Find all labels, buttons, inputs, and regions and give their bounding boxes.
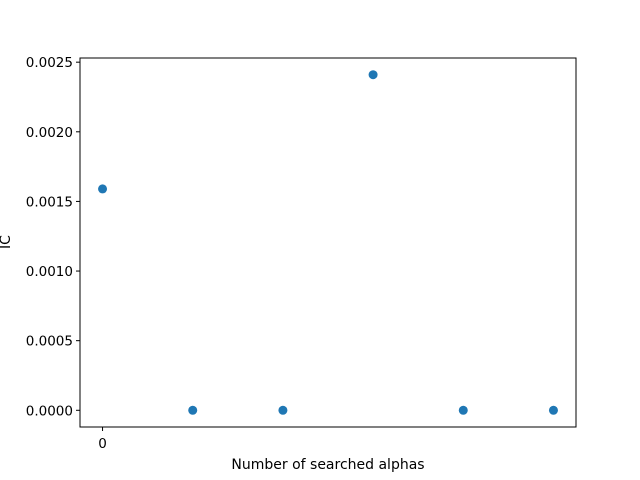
y-tick-label: 0.0010 [26,264,73,280]
y-axis-ticks: 0.0000 0.0005 0.0010 0.0015 0.0020 0.0025 [26,55,80,419]
data-points [98,70,558,415]
data-point [188,405,198,415]
y-tick-label: 0.0000 [26,403,73,419]
y-tick-label: 0.0005 [26,334,73,350]
data-point [278,405,288,415]
y-tick-label: 0.0020 [26,125,73,141]
data-point [368,70,378,80]
y-axis-label: IC [0,235,14,249]
x-axis-ticks: 0 [98,427,107,452]
y-tick-label: 0.0015 [26,194,73,210]
data-point [98,184,108,194]
x-axis-label: Number of searched alphas [231,457,424,473]
data-point [548,405,558,415]
data-point [458,405,468,415]
plot-area-frame [79,57,577,428]
x-tick-label: 0 [98,436,107,452]
y-tick-label: 0.0025 [26,55,73,71]
